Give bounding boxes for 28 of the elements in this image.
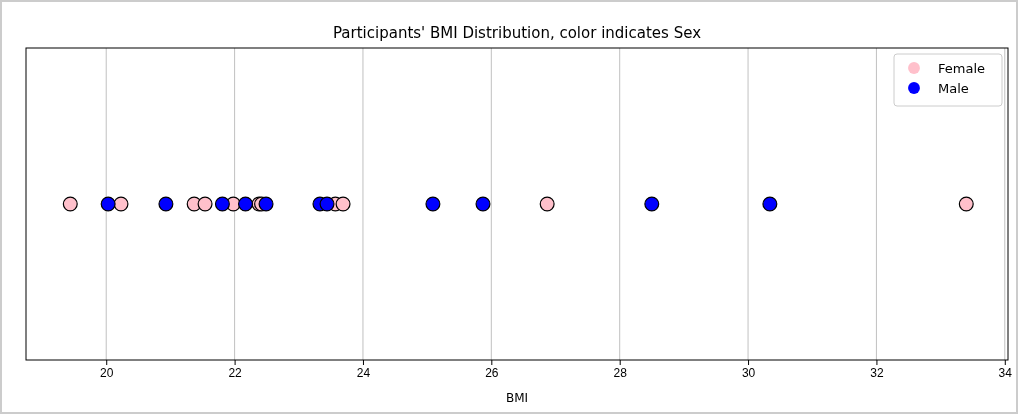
- legend-label: Female: [938, 61, 986, 76]
- x-tick-label: 30: [741, 365, 756, 380]
- point: [319, 196, 335, 212]
- point: [238, 196, 254, 212]
- legend-label: Male: [938, 81, 969, 96]
- point: [958, 196, 974, 212]
- x-tick-label: 22: [228, 365, 243, 380]
- x-tick-label: 24: [356, 365, 371, 380]
- point: [62, 196, 78, 212]
- point: [762, 196, 778, 212]
- point: [425, 196, 441, 212]
- point: [335, 196, 351, 212]
- point: [644, 196, 660, 212]
- point: [539, 196, 555, 212]
- point: [258, 196, 274, 212]
- x-axis-title: BMI: [505, 391, 529, 405]
- x-tick-label: 34: [998, 365, 1013, 380]
- x-tick-label: 26: [485, 365, 499, 380]
- x-tick-label: 20: [100, 365, 114, 380]
- point: [158, 196, 174, 212]
- x-tick-label: 32: [870, 365, 884, 380]
- point: [100, 196, 116, 212]
- chart-title: Participants' BMI Distribution, color indicates Sex: [332, 24, 702, 42]
- point: [197, 196, 213, 212]
- point: [475, 196, 491, 212]
- point: [214, 196, 230, 212]
- x-tick-label: 28: [613, 365, 628, 380]
- point: [113, 196, 129, 212]
